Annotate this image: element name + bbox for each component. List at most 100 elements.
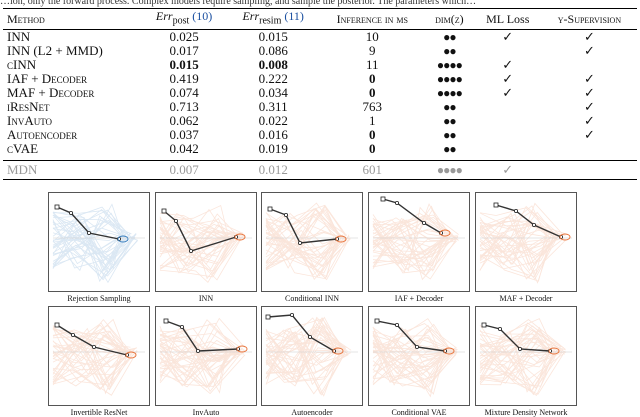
table-row: INN 0.025 0.015 10 ●● ✓ ✓ xyxy=(3,30,637,45)
header-dimz: dim(z) xyxy=(435,12,464,26)
cell-err-post: 0.713 xyxy=(169,99,199,114)
cell-dimz: ●● xyxy=(443,100,456,114)
panel-caption: InvAuto xyxy=(192,408,220,417)
cell-err-resim: 0.086 xyxy=(258,43,288,58)
cell-dimz: ●●●● xyxy=(436,163,463,177)
posterior-plot xyxy=(368,306,470,406)
cell-method: iResNet xyxy=(7,99,50,114)
cell-err-post: 0.025 xyxy=(169,29,199,44)
posterior-plot xyxy=(48,306,150,406)
results-table: Method Errpost (10) Errresim (11) Infere… xyxy=(3,8,637,180)
cell-inference: 1 xyxy=(369,113,376,128)
cell-dimz: ●● xyxy=(443,142,456,156)
cell-dimz: ●● xyxy=(443,114,456,128)
header-err-post: Errpost (10) xyxy=(141,9,227,30)
cell-inference: 0 xyxy=(369,71,376,86)
cell-method: INN (L2 + MMD) xyxy=(7,43,103,58)
eq-ref-11[interactable]: (11) xyxy=(284,9,304,24)
panel-caption: IAF + Decoder xyxy=(394,294,444,303)
table-row: Autoencoder 0.037 0.016 0 ●● ✓ xyxy=(3,127,637,143)
posterior-plot xyxy=(261,306,363,406)
panel-caption: MAF + Decoder xyxy=(499,294,553,303)
panel-caption: Rejection Sampling xyxy=(67,294,131,303)
cell-ml-loss: ✓ xyxy=(502,57,514,72)
cell-err-resim: 0.016 xyxy=(258,127,288,142)
cell-y-supervision: ✓ xyxy=(583,99,595,114)
cell-method: InvAuto xyxy=(7,113,53,128)
posterior-plot xyxy=(261,192,363,292)
panel-caption: Invertible ResNet xyxy=(70,408,128,417)
table-row: INN (L2 + MMD) 0.017 0.086 9 ●● ✓ xyxy=(3,43,637,59)
cell-dimz: ●● xyxy=(443,30,456,44)
cell-ml-loss: ✓ xyxy=(502,162,514,177)
table-row: cVAE 0.042 0.019 0 ●● xyxy=(3,141,637,157)
table-header-row: Method Errpost (10) Errresim (11) Infere… xyxy=(3,8,637,30)
cell-method: cINN xyxy=(7,57,37,72)
figure-panel: Autoencoder xyxy=(261,306,363,417)
posterior-plot xyxy=(368,192,470,292)
cell-inference: 0 xyxy=(369,141,376,156)
cell-ml-loss xyxy=(474,100,542,114)
posterior-plot xyxy=(475,306,577,406)
figure-panel: Conditional INN xyxy=(261,192,363,303)
table-row: MAF + Decoder 0.074 0.034 0 ●●●● ✓ ✓ xyxy=(3,85,637,101)
cell-err-resim: 0.015 xyxy=(258,29,288,44)
cell-inference: 11 xyxy=(366,57,379,72)
cell-inference: 763 xyxy=(362,99,383,114)
cell-err-resim: 0.008 xyxy=(258,57,288,72)
table-row: iResNet 0.713 0.311 763 ●● ✓ xyxy=(3,99,637,115)
header-inference: Inference in ms xyxy=(336,12,408,26)
panel-caption: Conditional VAE xyxy=(391,408,447,417)
cell-err-resim: 0.222 xyxy=(258,71,288,86)
cell-inference: 601 xyxy=(362,162,383,177)
cell-err-resim: 0.019 xyxy=(258,141,288,156)
cell-ml-loss: ✓ xyxy=(502,85,514,100)
figure-panel: Rejection Sampling xyxy=(48,192,150,303)
cell-err-post: 0.042 xyxy=(169,141,199,156)
table-row-mdn: MDN 0.007 0.012 601 ●●●● ✓ xyxy=(3,160,637,180)
err-resim-label: Err xyxy=(242,9,260,24)
figure-panel: INN xyxy=(155,192,257,303)
table-row: cINN 0.015 0.008 11 ●●●● ✓ xyxy=(3,57,637,73)
cell-dimz: ●●●● xyxy=(436,58,463,72)
cell-method: IAF + Decoder xyxy=(7,71,88,86)
cell-y-supervision: ✓ xyxy=(583,127,595,142)
panel-caption: Mixture Density Network xyxy=(484,408,568,417)
cell-inference: 10 xyxy=(365,29,379,44)
eq-ref-10[interactable]: (10) xyxy=(192,9,213,24)
cell-err-post: 0.037 xyxy=(169,127,199,142)
cell-method: Autoencoder xyxy=(7,127,78,142)
panel-caption: Autoencoder xyxy=(291,408,333,417)
cell-err-post: 0.017 xyxy=(169,43,199,58)
cell-method: cVAE xyxy=(7,141,39,156)
figure-panel: Invertible ResNet xyxy=(48,306,150,417)
panel-caption: Conditional INN xyxy=(285,294,339,303)
cell-dimz: ●●●● xyxy=(436,72,463,86)
cell-dimz: ●● xyxy=(443,44,456,58)
figure-panel: IAF + Decoder xyxy=(368,192,470,303)
cell-err-post: 0.062 xyxy=(169,113,199,128)
cell-dimz: ●● xyxy=(443,128,456,142)
cell-y-supervision xyxy=(542,58,637,72)
cell-method: MAF + Decoder xyxy=(7,85,95,100)
cell-y-supervision: ✓ xyxy=(583,113,595,128)
header-y-supervision: y-Supervision xyxy=(557,12,622,26)
cell-y-supervision xyxy=(542,142,637,156)
figure-panel: MAF + Decoder xyxy=(475,192,577,303)
panel-caption: INN xyxy=(198,294,214,303)
cell-ml-loss: ✓ xyxy=(502,71,514,86)
table-body: INN 0.025 0.015 10 ●● ✓ ✓ INN (L2 + MMD) 0.017 0.… xyxy=(3,30,637,180)
header-ml-loss: ML Loss xyxy=(486,12,530,26)
cell-y-supervision: ✓ xyxy=(583,85,595,100)
cell-err-resim: 0.311 xyxy=(258,99,288,114)
header-err-resim: Errresim (11) xyxy=(227,9,319,30)
cell-err-resim: 0.022 xyxy=(258,113,288,128)
cell-y-supervision: ✓ xyxy=(583,43,595,58)
cell-err-resim: 0.012 xyxy=(258,162,288,177)
cell-err-post: 0.015 xyxy=(169,57,199,72)
previous-text-fragment: …ion, only the forward process. Complex … xyxy=(0,0,477,7)
cell-inference: 0 xyxy=(369,85,376,100)
posterior-figure: Rejection Sampling INN Conditional INN IAF … xyxy=(48,190,580,417)
posterior-plot xyxy=(475,192,577,292)
err-post-label: Err xyxy=(155,9,173,24)
